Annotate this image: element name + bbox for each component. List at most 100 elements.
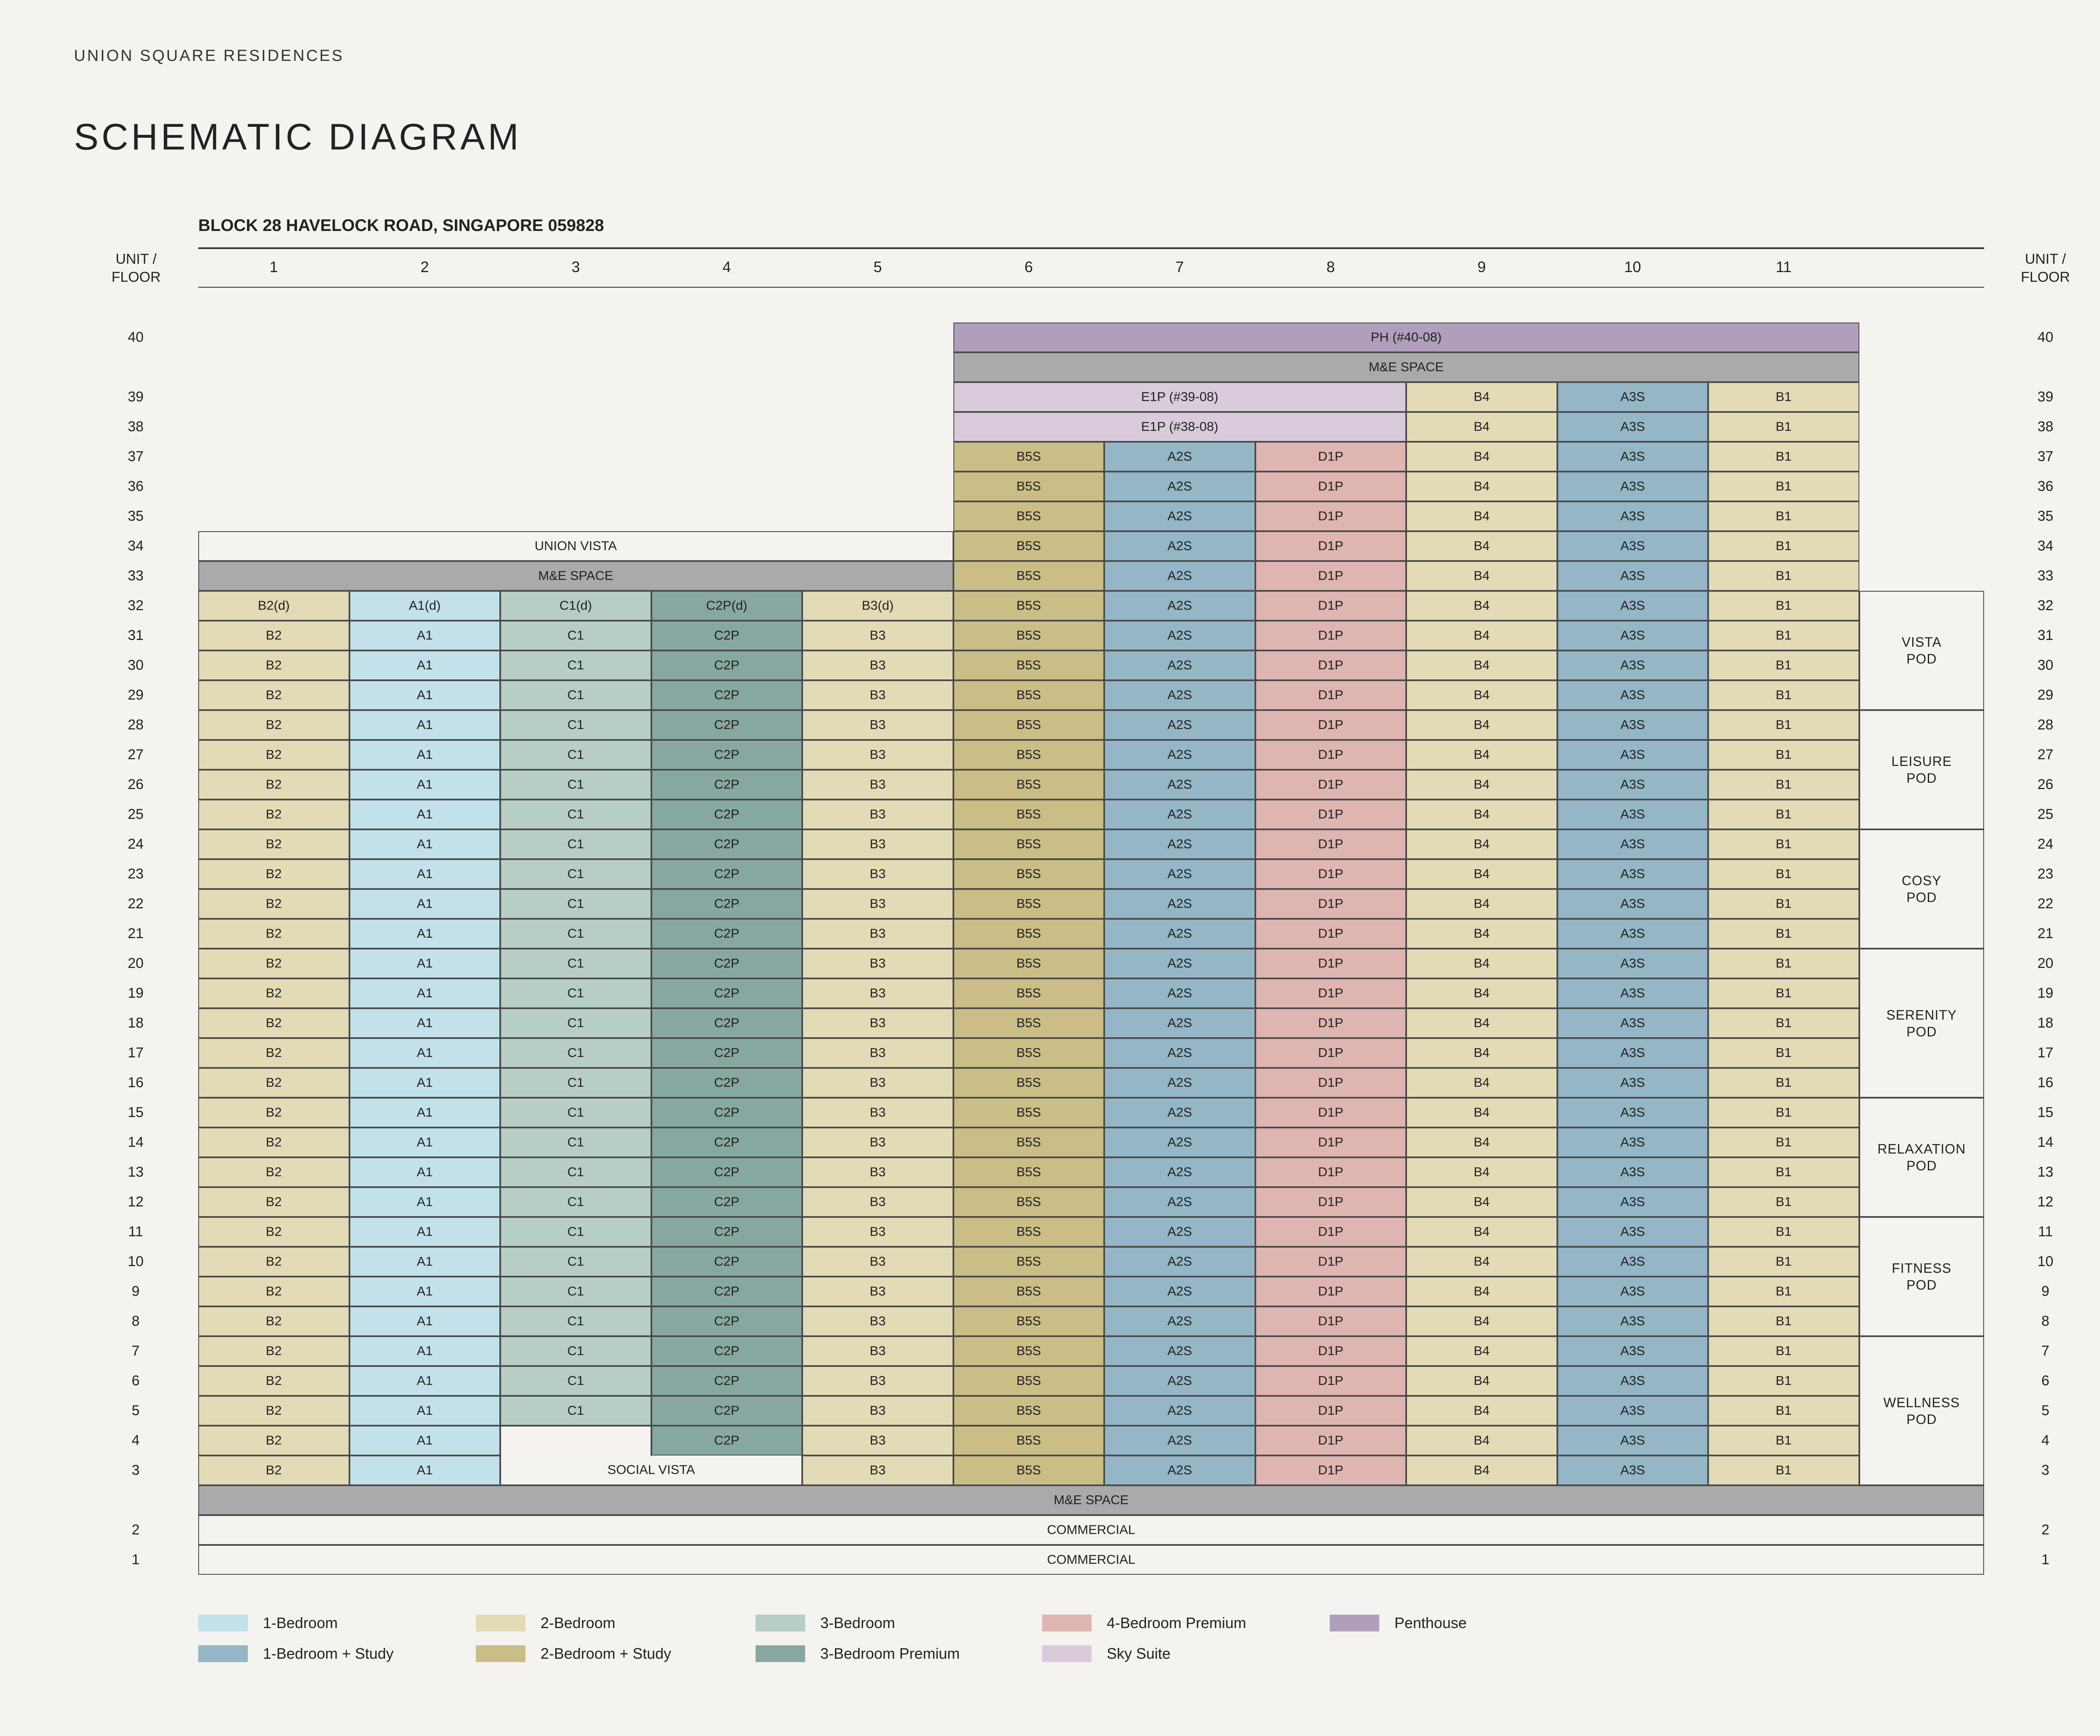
unit-cell: A2S xyxy=(1104,829,1255,859)
unit-cell: B2 xyxy=(198,1068,349,1098)
header-bottom-rule xyxy=(198,287,1984,288)
unit-cell: B4 xyxy=(1406,1396,1557,1426)
unit-cell: C2P xyxy=(651,829,802,859)
unit-cell: B5S xyxy=(953,472,1104,501)
unit-cell: D1P xyxy=(1255,1396,1406,1426)
unit-cell: A2S xyxy=(1104,1396,1255,1426)
unit-cell: C1 xyxy=(500,1098,651,1128)
unit-cell: B1 xyxy=(1708,1008,1859,1038)
floor-label: 28 xyxy=(128,717,144,733)
unit-cell: B4 xyxy=(1406,382,1557,412)
unit-cell: A2S xyxy=(1104,650,1255,680)
unit-cell: A3S xyxy=(1557,1068,1708,1098)
column-number: 7 xyxy=(1175,258,1184,275)
legend-label: 1-Bedroom + Study xyxy=(263,1645,394,1662)
unit-cell: A1 xyxy=(349,1455,500,1485)
floor-label: 19 xyxy=(2037,985,2053,1001)
unit-cell: C2P(d) xyxy=(651,591,802,621)
unit-cell: B1 xyxy=(1708,412,1859,442)
unit-cell: A1 xyxy=(349,1217,500,1247)
unit-cell: B3 xyxy=(802,680,953,710)
unit-cell: C2P xyxy=(651,1038,802,1068)
unit-cell: B5S xyxy=(953,1247,1104,1277)
column-number: 2 xyxy=(420,258,429,275)
unit-cell: B3 xyxy=(802,740,953,770)
unit-cell: A1 xyxy=(349,1038,500,1068)
unit-cell: C2P xyxy=(651,1366,802,1396)
floor-label: 30 xyxy=(128,657,144,673)
me-space-bottom: M&E SPACE xyxy=(198,1485,1984,1515)
legend-swatch xyxy=(1330,1615,1379,1631)
unit-cell: B4 xyxy=(1406,710,1557,740)
floor-label: 36 xyxy=(128,478,144,494)
unit-cell: A3S xyxy=(1557,442,1708,472)
unit-cell: D1P xyxy=(1255,1038,1406,1068)
unit-cell: A2S xyxy=(1104,1038,1255,1068)
unit-cell: A1 xyxy=(349,1306,500,1336)
unit-cell: B5S xyxy=(953,1306,1104,1336)
unit-cell: B1 xyxy=(1708,770,1859,800)
legend-swatch xyxy=(476,1615,525,1631)
unit-cell: B5S xyxy=(953,1038,1104,1068)
unit-cell: A2S xyxy=(1104,1306,1255,1336)
unit-cell: C2P xyxy=(651,1187,802,1217)
unit-cell: A1 xyxy=(349,859,500,889)
floor-label: 7 xyxy=(2041,1343,2050,1359)
unit-cell: B1 xyxy=(1708,829,1859,859)
unit-cell: C1 xyxy=(500,770,651,800)
unit-cell: A2S xyxy=(1104,889,1255,919)
unit-cell: B1 xyxy=(1708,1396,1859,1426)
unit-cell: B3 xyxy=(802,889,953,919)
sky-suite-39: E1P (#39-08) xyxy=(953,382,1406,412)
floor-label: 22 xyxy=(2037,896,2053,912)
floor-label: 9 xyxy=(2041,1283,2050,1299)
legend-swatch xyxy=(1042,1615,1092,1631)
unit-cell: C1 xyxy=(500,1306,651,1336)
unit-cell: B4 xyxy=(1406,1277,1557,1306)
unit-cell: B2 xyxy=(198,1336,349,1366)
unit-cell: C2P xyxy=(651,740,802,770)
unit-cell: D1P xyxy=(1255,650,1406,680)
unit-cell: B5S xyxy=(953,650,1104,680)
unit-cell: B5S xyxy=(953,919,1104,949)
unit-cell: B1 xyxy=(1708,1366,1859,1396)
unit-cell: A3S xyxy=(1557,1426,1708,1455)
unit-cell: B4 xyxy=(1406,621,1557,650)
unit-cell: A3S xyxy=(1557,829,1708,859)
unit-cell: D1P xyxy=(1255,680,1406,710)
unit-cell: A2S xyxy=(1104,1277,1255,1306)
unit-cell: B5S xyxy=(953,740,1104,770)
unit-cell: B4 xyxy=(1406,501,1557,531)
unit-cell: C2P xyxy=(651,1396,802,1426)
social-vista-upper xyxy=(500,1426,651,1456)
penthouse-unit: PH (#40-08) xyxy=(953,323,1859,352)
unit-cell: B5S xyxy=(953,949,1104,978)
unit-cell: C1 xyxy=(500,829,651,859)
unit-cell: B5S xyxy=(953,531,1104,561)
page-title: SCHEMATIC DIAGRAM xyxy=(74,116,522,157)
unit-cell: B5S xyxy=(953,442,1104,472)
legend-label: Penthouse xyxy=(1394,1614,1467,1631)
unit-cell: A3S xyxy=(1557,650,1708,680)
unit-cell: A3S xyxy=(1557,501,1708,531)
unit-cell: D1P xyxy=(1255,1128,1406,1157)
floor-label: 12 xyxy=(2037,1194,2053,1210)
unit-cell: C2P xyxy=(651,621,802,650)
unit-cell: A3S xyxy=(1557,1217,1708,1247)
unit-cell: B3 xyxy=(802,1426,953,1455)
unit-cell: B4 xyxy=(1406,1128,1557,1157)
column-number: 6 xyxy=(1024,258,1033,275)
unit-cell: B3 xyxy=(802,978,953,1008)
unit-cell: B5S xyxy=(953,621,1104,650)
unit-cell: B4 xyxy=(1406,1098,1557,1128)
unit-cell: A3S xyxy=(1557,1008,1708,1038)
unit-cell: A3S xyxy=(1557,859,1708,889)
header-top-rule xyxy=(198,247,1984,249)
unit-cell: C1 xyxy=(500,1157,651,1187)
amenity-pod: VISTA POD xyxy=(1859,591,1984,710)
unit-cell: B3 xyxy=(802,800,953,829)
unit-cell: A3S xyxy=(1557,978,1708,1008)
unit-cell: B2 xyxy=(198,1455,349,1485)
unit-cell: B5S xyxy=(953,680,1104,710)
floor-label: 9 xyxy=(131,1283,140,1299)
